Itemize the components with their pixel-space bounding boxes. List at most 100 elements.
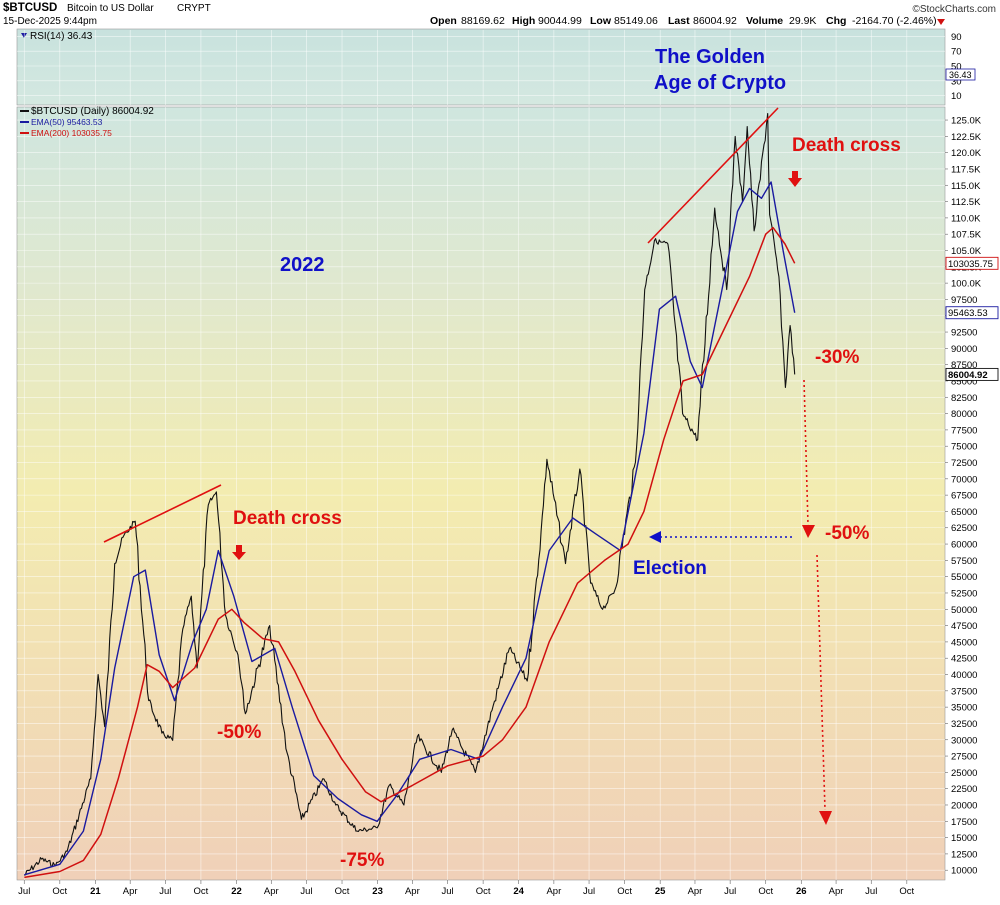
- price-tag-text: 103035.75: [948, 259, 993, 270]
- open-value: 88169.62: [461, 15, 505, 27]
- price-tag-box: [945, 256, 999, 270]
- y-tick-label: 35000: [951, 703, 977, 714]
- x-tick-label: Jul: [300, 886, 312, 897]
- y-tick-label: 15000: [951, 833, 977, 844]
- election-arrow-head: [649, 531, 661, 543]
- y-tick-label: 52500: [951, 588, 977, 599]
- drop-30pct-label: -30%: [815, 347, 859, 368]
- y-tick-label: 122.5K: [951, 132, 982, 143]
- y-tick-label: 20000: [951, 800, 977, 811]
- down-arrow-icon: [937, 19, 945, 25]
- x-tick-label: 22: [231, 886, 242, 897]
- y-tick-label: 32500: [951, 719, 977, 730]
- y-tick-label: 50000: [951, 605, 977, 616]
- symbol-text: $BTCUSD: [3, 2, 57, 14]
- x-tick-label: Apr: [688, 886, 703, 897]
- projection-arrow-2: [819, 811, 832, 825]
- legend-label: EMA(200) 103035.75: [31, 128, 112, 138]
- high-value: 90044.99: [538, 15, 582, 27]
- price-panel-bg: [16, 106, 946, 881]
- price-tag-text: 86004.92: [948, 370, 988, 381]
- y-tick-label: 22500: [951, 784, 977, 795]
- price-tags: 103035.75 95463.53 86004.92: [945, 256, 999, 381]
- drop-50pct-future-label: -50%: [825, 523, 869, 544]
- grid: [17, 30, 945, 880]
- x-tick-label: Oct: [476, 886, 491, 897]
- y-tick-label: 77500: [951, 425, 977, 436]
- y-axis: 10000 12500 15000 17500 20000 22500 25000 27500…: [945, 116, 982, 877]
- high-label: High: [512, 15, 535, 27]
- y-tick-label: 112.5K: [951, 197, 981, 208]
- rsi-tick-label: 90: [951, 32, 962, 43]
- x-tick-label: Jul: [724, 886, 736, 897]
- y-tick-label: 65000: [951, 507, 977, 518]
- rsi-panel-bg: [16, 28, 946, 106]
- last-value: 86004.92: [693, 15, 737, 27]
- x-tick-label: Oct: [617, 886, 632, 897]
- y-tick-label: 75000: [951, 442, 977, 453]
- x-tick-label: Oct: [899, 886, 914, 897]
- price-tag-box: [945, 367, 999, 381]
- price-tag-box: [945, 306, 999, 320]
- x-tick-label: Apr: [405, 886, 420, 897]
- y-tick-label: 107.5K: [951, 230, 982, 241]
- chg-label: Chg: [826, 15, 846, 27]
- x-tick-label: 21: [90, 886, 101, 897]
- x-tick-label: Apr: [546, 886, 561, 897]
- rsi-tag-box: [945, 68, 976, 81]
- volume-label: Volume: [746, 15, 783, 27]
- y-tick-label: 90000: [951, 344, 977, 355]
- low-value: 85149.06: [614, 15, 658, 27]
- annotations: The Golden Age of Crypto 2022 Death cros…: [103, 46, 901, 871]
- x-tick-label: Jul: [583, 886, 595, 897]
- y-tick-label: 37500: [951, 686, 977, 697]
- rsi-label: RSI(14) 36.43: [30, 31, 93, 42]
- y-tick-label: 25000: [951, 768, 977, 779]
- drop-50pct-2022-label: -50%: [217, 722, 261, 743]
- death-cross-arrow-2: [788, 171, 802, 187]
- y-tick-label: 87500: [951, 360, 977, 371]
- y-tick-label: 115.0K: [951, 181, 981, 192]
- x-tick-label: Jul: [441, 886, 453, 897]
- projection-arrow-1: [802, 525, 815, 538]
- legend-label: EMA(50) 95463.53: [31, 117, 103, 127]
- series-layer: [24, 112, 796, 879]
- x-tick-label: 23: [372, 886, 383, 897]
- y-tick-label: 100.0K: [951, 279, 982, 290]
- y-tick-label: 55000: [951, 572, 977, 583]
- brand-text: ©StockCharts.com: [912, 4, 996, 15]
- y-tick-label: 62500: [951, 523, 977, 534]
- open-label: Open: [430, 15, 457, 27]
- ema200-line: [24, 226, 796, 879]
- price-tag-text: 95463.53: [948, 308, 988, 319]
- rsi-value-tag: 36.43: [945, 68, 976, 81]
- y-tick-label: 30000: [951, 735, 977, 746]
- chart-header: $BTCUSD Bitcoin to US Dollar CRYPT 15-De…: [3, 2, 996, 27]
- rsi-tick-label: 50: [951, 62, 962, 73]
- y-tick-label: 105.0K: [951, 246, 982, 257]
- x-tick-label: Oct: [194, 886, 209, 897]
- y-tick-label: 40000: [951, 670, 977, 681]
- x-tick-label: Jul: [18, 886, 30, 897]
- year-2022-label: 2022: [280, 254, 325, 276]
- x-tick-label: 24: [513, 886, 524, 897]
- y-tick-label: 82500: [951, 393, 977, 404]
- rsi-tag-text: 36.43: [949, 70, 972, 80]
- chg-value: -2164.70 (-2.46%): [852, 15, 937, 27]
- y-tick-label: 97500: [951, 295, 977, 306]
- low-label: Low: [590, 15, 612, 27]
- y-tick-label: 47500: [951, 621, 977, 632]
- golden-age-title-line1: The Golden: [655, 46, 765, 68]
- y-tick-label: 10000: [951, 866, 977, 877]
- y-tick-label: 72500: [951, 458, 977, 469]
- date-text: 15-Dec-2025 9:44pm: [3, 16, 97, 27]
- trendline-2021: [103, 484, 222, 543]
- y-tick-label: 60000: [951, 540, 977, 551]
- y-tick-label: 67500: [951, 491, 977, 502]
- legend-label: $BTCUSD (Daily) 86004.92: [31, 106, 154, 117]
- drop-75pct-label: -75%: [340, 850, 384, 871]
- exchange-text: CRYPT: [177, 3, 211, 14]
- y-tick-label: 120.0K: [951, 148, 982, 159]
- x-axis: Jul Oct 21 Apr Jul Oct 22 Apr Jul Oct 23 Apr Jul Oct 2…: [18, 880, 915, 897]
